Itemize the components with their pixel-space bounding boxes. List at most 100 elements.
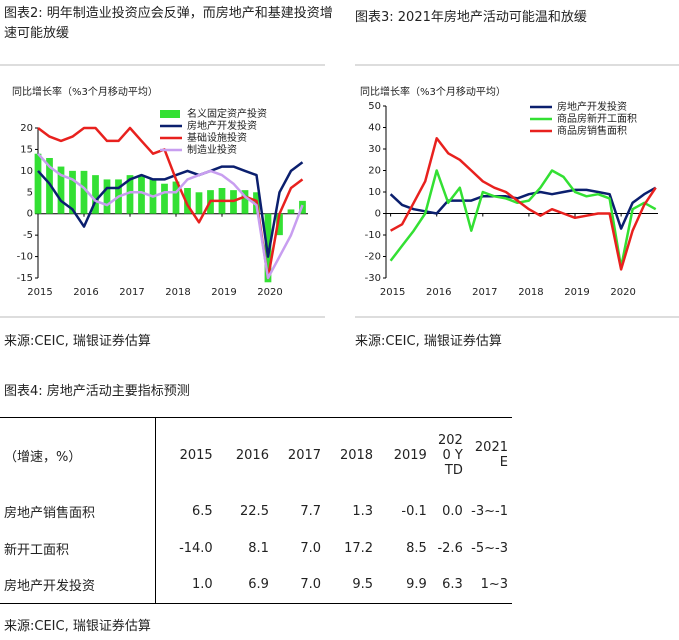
x-tick-label: 2015 [380,287,405,298]
table-cell: 房地产销售面积 [0,492,157,530]
bar [92,175,99,214]
x-tick-label: 2016 [73,287,98,298]
y-tick-label: -10 [17,252,33,263]
table-cell: 2019 [393,447,427,463]
y-tick-label: -20 [365,252,381,263]
table-cell: 1~3 [480,577,508,593]
table-cell: 22.5 [240,503,269,519]
bar [184,188,191,214]
bar [103,179,111,214]
x-tick-label: 2020 [610,287,635,298]
table-cell: 2018 [339,447,374,463]
table-cell: 6.5 [192,503,213,519]
series-line [37,161,304,258]
table-cell: 7.7 [300,503,322,519]
y-tick-label: -10 [365,230,381,241]
bar [276,213,283,236]
x-tick-label: 2017 [472,287,497,298]
table-cell: 新开工面积 [0,529,157,567]
source: 来源:CEIC, 瑞银证券估算 [4,619,151,634]
y-tick-label: 5 [27,187,33,198]
y-tick-label: 10 [368,187,381,198]
y-tick-label: 10 [20,166,33,177]
bar [161,183,168,214]
legend-label: 基础设施投资 [187,131,247,144]
table-cell: -5~-3 [471,540,508,556]
x-tick-label: 2018 [165,287,190,298]
legend-label: 名义固定资产投资 [187,107,267,120]
bar [138,175,145,214]
source: 来源:CEIC, 瑞银证券估算 [355,334,502,349]
y-tick-label: -15 [17,273,33,284]
table-cell: 9.9 [406,577,427,593]
table-cell: 8.5 [406,540,427,556]
bar [287,209,295,214]
legend-label: 制造业投资 [187,143,237,156]
table-cell: 0.0 [442,503,463,519]
table-cell: 9.5 [352,577,374,593]
table-cell: -14.0 [179,540,213,556]
table-cell: -3~-1 [471,503,508,519]
y-tick-label: -30 [365,273,381,284]
bar [80,170,88,214]
series-line [389,169,657,269]
x-tick-label: 2018 [518,287,543,298]
y-tick-label: 0 [27,209,33,220]
series-line [389,186,657,230]
y-tick-label: 50 [368,101,381,112]
bar [172,181,180,214]
chart-title: 图表3: 2021年房地产活动可能温和放缓 [355,10,587,25]
table-cell: 6.3 [442,577,463,593]
x-tick-label: 2019 [211,287,236,298]
legend-swatch [160,110,180,118]
table-cell: （增速，%） [0,417,157,493]
y-tick-label: 0 [375,209,381,220]
table-cell: 1.0 [192,577,213,593]
legend-label: 房地产开发投资 [557,100,627,113]
table-cell: 2016 [235,447,269,463]
table: （增速，%） 2015 2016 2017 2018 2019 2020 YTD 2021E 房… [0,417,512,604]
x-tick-label: 2019 [564,287,589,298]
y-tick-label: -5 [23,230,33,241]
table-row: （增速，%） 2015 2016 2017 2018 2019 2020 YTD 2021E [0,417,512,493]
bar [57,166,65,214]
x-tick-label: 2017 [119,287,144,298]
table-cell: -0.1 [401,503,427,519]
series-line [389,137,657,271]
table-cell: 7.0 [300,577,322,593]
y-axis-label: 同比增长率（%3个月移动平均） [12,85,158,98]
legend-label: 商品房销售面积 [557,124,627,137]
table-cell: 2015 [179,447,213,463]
table-title: 图表4: 房地产活动主要指标预测 [4,384,190,399]
table-row: 房地产开发投资 1.0 6.9 7.0 9.5 9.9 6.3 1~3 [0,566,512,604]
y-tick-label: 20 [368,166,381,177]
series-line [37,152,304,280]
chart-title: 图表2: 明年制造业投资应会反弹，而房地产和基建投资增速可能放缓 [4,6,333,41]
table-cell: 6.9 [248,577,269,593]
table-cell: 8.1 [248,540,269,556]
table-cell: 7.0 [300,540,322,556]
bar [69,170,76,214]
table-cell: 房地产开发投资 [0,566,157,604]
table-row: 房地产销售面积 6.5 22.5 7.7 1.3 -0.1 0.0 -3~-1 [0,492,512,530]
table-cell: 2017 [287,447,322,463]
legend-label: 商品房新开工面积 [557,112,637,125]
x-tick-label: 2015 [27,287,52,298]
table-cell: 17.2 [344,540,374,556]
y-tick-label: 30 [368,144,381,155]
table-row: 新开工面积 -14.0 8.1 7.0 17.2 8.5 -2.6 -5~-3 [0,529,512,567]
y-tick-label: 40 [368,123,381,134]
legend-label: 房地产开发投资 [187,119,257,132]
bar [195,192,203,214]
bar [241,190,249,214]
x-tick-label: 2016 [426,287,451,298]
y-tick-label: 15 [20,144,33,155]
table-cell: -2.6 [437,540,463,556]
table-cell: 1.3 [352,503,374,519]
x-tick-label: 2020 [257,287,282,298]
y-axis-label: 同比增长率（%3个月移动平均） [360,85,506,98]
table-cell: 2021E [474,440,508,471]
bar [34,153,42,214]
